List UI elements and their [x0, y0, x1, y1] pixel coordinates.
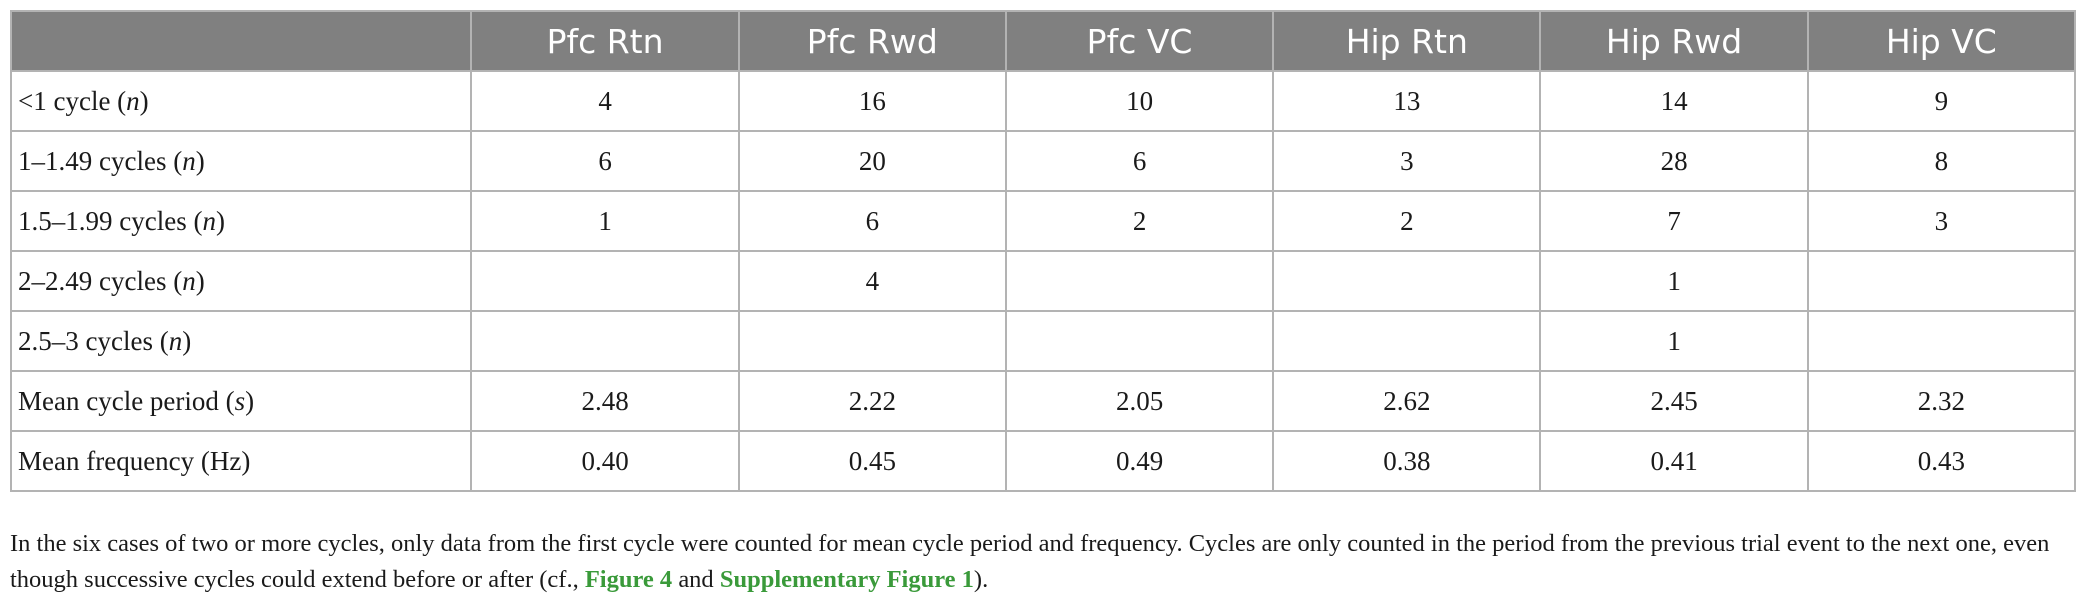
table-container: Pfc Rtn Pfc Rwd Pfc VC Hip Rtn Hip Rwd H… — [9, 10, 2077, 492]
table-cell: 2.05 — [1004, 370, 1275, 432]
table-cell: 0.38 — [1272, 430, 1542, 492]
table-cell — [1272, 310, 1542, 372]
header-hip-rwd: Hip Rwd — [1539, 10, 1809, 72]
table-cell: 0.40 — [470, 430, 740, 492]
row-label-var: n — [182, 265, 196, 296]
row-label-var: n — [182, 145, 196, 176]
row-label: 2–2.49 cycles (n) — [9, 250, 473, 312]
table-cell: 6 — [470, 130, 740, 192]
table-row: 2.5–3 cycles (n) 1 — [9, 310, 2077, 372]
header-pfc-rwd: Pfc Rwd — [737, 10, 1007, 72]
row-label: 1–1.49 cycles (n) — [9, 130, 473, 192]
row-label: Mean cycle period (s) — [9, 370, 473, 432]
table-cell: 1 — [1539, 250, 1809, 312]
table-cell: 2 — [1004, 190, 1275, 252]
table-cell: 4 — [470, 70, 740, 132]
table-cell: 0.49 — [1004, 430, 1275, 492]
table-cell: 8 — [1806, 130, 2077, 192]
table-cell — [1806, 310, 2077, 372]
table-cell: 2.22 — [737, 370, 1007, 432]
table-row: 1–1.49 cycles (n) 6 20 6 3 28 8 — [9, 130, 2077, 192]
header-pfc-rtn: Pfc Rtn — [470, 10, 740, 72]
table-cell: 3 — [1272, 130, 1542, 192]
caption-text-3: ). — [973, 566, 989, 593]
table-cell: 0.45 — [737, 430, 1007, 492]
table-cell — [1272, 250, 1542, 312]
header-hip-rtn: Hip Rtn — [1272, 10, 1542, 72]
table-cell: 9 — [1806, 70, 2077, 132]
table-cell: 7 — [1539, 190, 1809, 252]
table-cell — [470, 310, 740, 372]
table-row: 1.5–1.99 cycles (n) 1 6 2 2 7 3 — [9, 190, 2077, 252]
row-label-end: ) — [215, 205, 225, 236]
table-cell: 13 — [1272, 70, 1542, 132]
row-label-text: <1 cycle ( — [18, 85, 127, 116]
table-cell — [737, 310, 1007, 372]
table-row: 2–2.49 cycles (n) 4 1 — [9, 250, 2077, 312]
row-label-end: ) — [195, 265, 205, 296]
table-cell: 2.45 — [1539, 370, 1809, 432]
figure-4-link[interactable]: Figure 4 — [584, 566, 673, 593]
table-cell — [1806, 250, 2077, 312]
table-cell: 1 — [1539, 310, 1809, 372]
caption-text-2: and — [672, 566, 720, 593]
row-label-var: s — [234, 385, 246, 416]
header-row: Pfc Rtn Pfc Rwd Pfc VC Hip Rtn Hip Rwd H… — [9, 10, 2077, 72]
table-row: Mean cycle period (s) 2.48 2.22 2.05 2.6… — [9, 370, 2077, 432]
table-cell — [1004, 310, 1275, 372]
table-caption: In the six cases of two or more cycles, … — [10, 526, 2078, 598]
cycles-table: Pfc Rtn Pfc Rwd Pfc VC Hip Rtn Hip Rwd H… — [9, 10, 2077, 492]
row-label-text: 1–1.49 cycles ( — [18, 145, 183, 176]
row-label: 1.5–1.99 cycles (n) — [9, 190, 473, 252]
row-label: 2.5–3 cycles (n) — [9, 310, 473, 372]
table-cell: 0.41 — [1539, 430, 1809, 492]
table-cell: 28 — [1539, 130, 1809, 192]
table-cell — [470, 250, 740, 312]
header-pfc-vc: Pfc VC — [1004, 10, 1275, 72]
table-cell: 14 — [1539, 70, 1809, 132]
table-cell: 1 — [470, 190, 740, 252]
header-hip-vc: Hip VC — [1806, 10, 2077, 72]
supplementary-figure-1-link[interactable]: Supplementary Figure 1 — [719, 566, 974, 593]
table-cell: 2.32 — [1806, 370, 2077, 432]
row-label: <1 cycle (n) — [9, 70, 473, 132]
table-cell: 20 — [737, 130, 1007, 192]
table-cell: 16 — [737, 70, 1007, 132]
table-cell: 6 — [737, 190, 1007, 252]
table-cell — [1004, 250, 1275, 312]
table-cell: 2.62 — [1272, 370, 1542, 432]
table-cell: 10 — [1004, 70, 1275, 132]
table-row: Mean frequency (Hz) 0.40 0.45 0.49 0.38 … — [9, 430, 2077, 492]
row-label-end: ) — [195, 145, 205, 176]
row-label-end: ) — [245, 385, 255, 416]
table-row: <1 cycle (n) 4 16 10 13 14 9 — [9, 70, 2077, 132]
header-corner — [9, 10, 473, 72]
caption-text-1: In the six cases of two or more cycles, … — [10, 530, 2050, 593]
table-cell: 0.43 — [1806, 430, 2077, 492]
row-label-var: n — [168, 325, 183, 356]
row-label-end: ) — [182, 325, 192, 356]
row-label-text: Mean cycle period ( — [18, 385, 235, 416]
table-cell: 2.48 — [470, 370, 740, 432]
row-label-var: n — [202, 205, 216, 236]
row-label-end: ) — [139, 85, 149, 116]
table-cell: 4 — [737, 250, 1007, 312]
table-cell: 3 — [1806, 190, 2077, 252]
table-cell: 6 — [1004, 130, 1275, 192]
row-label-text: 1.5–1.99 cycles ( — [18, 205, 203, 236]
table-cell: 2 — [1272, 190, 1542, 252]
row-label-text: Mean frequency (Hz) — [18, 445, 251, 476]
row-label: Mean frequency (Hz) — [9, 430, 473, 492]
row-label-text: 2.5–3 cycles ( — [18, 325, 169, 356]
row-label-text: 2–2.49 cycles ( — [18, 265, 183, 296]
row-label-var: n — [126, 85, 140, 116]
